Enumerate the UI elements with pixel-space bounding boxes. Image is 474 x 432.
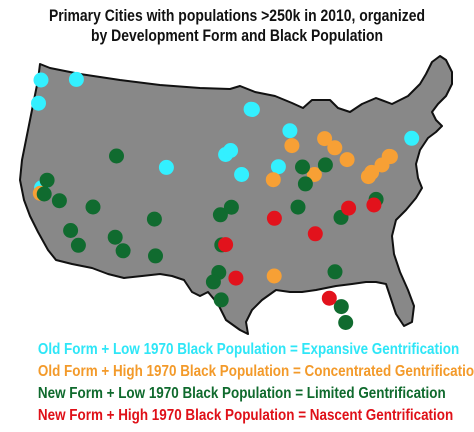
city-marker-limited [39,172,55,188]
city-marker-concentrated [317,131,333,147]
city-marker-limited [327,264,343,280]
city-marker-limited [51,193,67,209]
city-marker-nascent [341,200,357,216]
city-marker-limited [107,229,123,245]
city-marker-nascent [266,210,282,226]
city-marker-limited [109,148,124,164]
city-marker-limited [212,207,228,223]
legend-expansive: Old Form + Low 1970 Black Population = E… [37,341,460,358]
city-marker-nascent [307,226,323,242]
city-marker-concentrated [339,152,355,168]
city-marker-limited [333,299,349,315]
city-marker-limited [205,274,221,290]
city-marker-limited [148,248,163,264]
city-marker-limited [297,176,313,192]
city-marker-limited [290,199,306,215]
city-marker-concentrated [284,138,300,154]
city-marker-expansive [282,123,298,139]
legend-limited: New Form + Low 1970 Black Population = L… [37,385,446,402]
map-title: Primary Cities with populations >250k in… [43,6,432,46]
city-marker-expansive [244,102,260,117]
city-marker-concentrated [327,140,343,156]
title-line-2: by Development Form and Black Population [90,26,384,45]
us-outline [19,55,453,335]
city-marker-limited [295,159,310,175]
city-marker-expansive [158,159,174,175]
city-marker-nascent [228,270,244,286]
city-marker-expansive [31,95,46,111]
city-marker-limited [146,211,162,227]
title-line-1: Primary Cities with populations >250k in… [48,6,426,25]
city-marker-expansive [223,143,239,158]
city-marker-nascent [218,237,234,253]
city-marker-limited [70,237,86,253]
city-marker-limited [317,157,333,173]
city-marker-concentrated [374,157,390,173]
city-marker-limited [223,199,239,215]
city-marker-limited [115,243,131,259]
legend-concentrated: Old Form + High 1970 Black Population = … [37,363,474,380]
city-marker-expansive [234,167,250,182]
city-marker-nascent [366,197,382,213]
city-marker-nascent [321,290,337,306]
city-marker-concentrated [265,172,281,188]
city-marker-expansive [68,71,84,87]
city-marker-limited [338,315,354,330]
city-marker-concentrated [306,167,322,182]
city-marker-expansive [270,159,286,175]
city-marker-limited [63,223,79,238]
city-markers [31,71,420,330]
legend-nascent: New Form + High 1970 Black Population = … [37,407,454,424]
city-marker-concentrated [360,169,376,185]
city-marker-limited [36,186,52,202]
city-marker-expansive [404,130,420,146]
city-marker-limited [85,199,101,215]
city-marker-concentrated [266,268,282,284]
city-marker-expansive [33,72,49,88]
city-marker-limited [213,292,229,308]
legend: Old Form + Low 1970 Black Population = E… [0,339,474,427]
